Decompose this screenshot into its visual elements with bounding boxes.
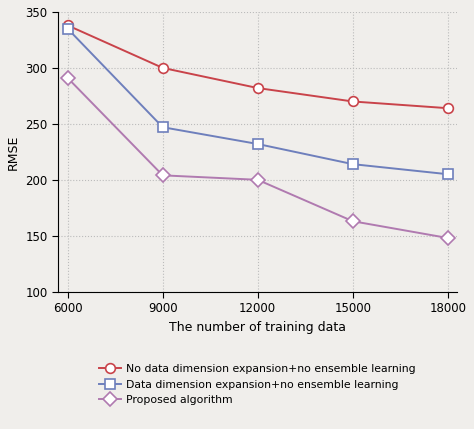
- No data dimension expansion+no ensemble learning: [65, 23, 71, 28]
- No data dimension expansion+no ensemble learning: [160, 65, 165, 70]
- Line: Data dimension expansion+no ensemble learning: Data dimension expansion+no ensemble lea…: [63, 24, 453, 179]
- Proposed algorithm: [65, 76, 71, 81]
- Legend: No data dimension expansion+no ensemble learning, Data dimension expansion+no en: No data dimension expansion+no ensemble …: [94, 359, 421, 411]
- Line: No data dimension expansion+no ensemble learning: No data dimension expansion+no ensemble …: [63, 21, 453, 113]
- Data dimension expansion+no ensemble learning: [255, 142, 261, 147]
- Data dimension expansion+no ensemble learning: [445, 172, 451, 177]
- No data dimension expansion+no ensemble learning: [255, 85, 261, 91]
- Proposed algorithm: [160, 173, 165, 178]
- Y-axis label: RMSE: RMSE: [7, 134, 20, 169]
- Proposed algorithm: [255, 177, 261, 182]
- No data dimension expansion+no ensemble learning: [445, 106, 451, 111]
- Proposed algorithm: [445, 236, 451, 241]
- Line: Proposed algorithm: Proposed algorithm: [63, 73, 453, 243]
- Data dimension expansion+no ensemble learning: [65, 26, 71, 31]
- Proposed algorithm: [350, 219, 356, 224]
- Data dimension expansion+no ensemble learning: [350, 162, 356, 167]
- Data dimension expansion+no ensemble learning: [160, 125, 165, 130]
- X-axis label: The number of training data: The number of training data: [169, 321, 346, 334]
- No data dimension expansion+no ensemble learning: [350, 99, 356, 104]
